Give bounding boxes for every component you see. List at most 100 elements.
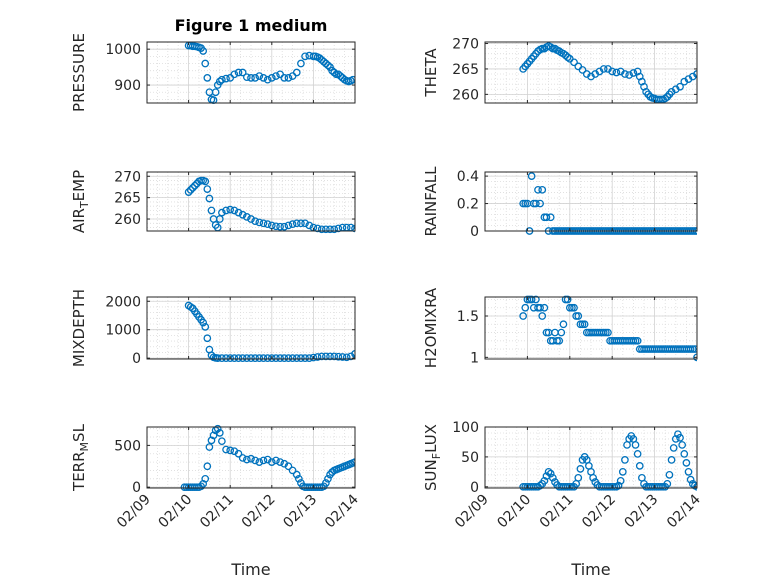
axes-box <box>484 426 698 489</box>
data-point <box>546 213 555 222</box>
data-point <box>676 433 684 442</box>
data-point <box>680 450 689 458</box>
data-point <box>251 74 260 82</box>
y-tick-label: 265 <box>114 191 141 207</box>
data-point <box>247 354 255 362</box>
data-point <box>614 481 623 490</box>
data-point <box>301 52 309 61</box>
data-point <box>305 221 314 230</box>
data-point <box>292 354 301 362</box>
data-point <box>534 185 542 194</box>
data-point <box>538 185 547 194</box>
data-point <box>230 354 239 362</box>
data-point <box>203 74 212 82</box>
data-point <box>238 68 247 77</box>
data-point <box>616 476 625 485</box>
y-tick-label: 900 <box>114 78 141 94</box>
data-point <box>263 75 272 84</box>
axes-box <box>146 171 356 232</box>
data-point <box>276 354 284 362</box>
data-point <box>284 74 293 82</box>
y-tick-label: 0 <box>132 351 141 367</box>
data-point <box>199 318 208 327</box>
data-point <box>259 354 268 362</box>
data-point <box>305 354 314 362</box>
data-point <box>557 328 566 337</box>
y-tick-label: 270 <box>114 169 141 185</box>
data-point <box>247 454 255 463</box>
x-tick-label: 02/10 <box>156 492 196 532</box>
data-point <box>234 208 243 217</box>
data-point <box>313 224 322 233</box>
data-point <box>532 199 540 208</box>
series-markers <box>184 176 355 234</box>
data-point <box>678 441 687 449</box>
data-point <box>280 74 289 82</box>
data-point <box>599 65 608 73</box>
data-point <box>230 70 239 79</box>
y-axis-label-part: SL <box>70 423 88 442</box>
y-axis-label-part: SUN <box>422 459 440 491</box>
data-point <box>294 474 303 483</box>
data-point <box>201 474 210 483</box>
y-axis-label-part: LUX <box>422 424 440 453</box>
subplot-sun-flux: 0 50 100 SUNFLUX 02/09 02/10 02/11 02/12 02/13 02… <box>422 420 704 579</box>
data-point <box>669 444 678 452</box>
data-point <box>288 220 297 229</box>
data-point <box>330 225 339 234</box>
axes-box <box>484 41 698 104</box>
data-point <box>234 449 243 458</box>
data-point <box>297 59 305 68</box>
data-point <box>272 222 280 231</box>
data-point <box>263 354 272 362</box>
y-axis-label: SUNFLUX <box>422 424 443 491</box>
data-point <box>635 462 644 470</box>
y-axis-label: AIRTEMP <box>70 170 91 233</box>
x-axis-label: Time <box>570 560 610 579</box>
y-tick-label: 270 <box>452 37 479 53</box>
data-point <box>267 354 276 362</box>
data-point <box>324 474 332 483</box>
data-point <box>322 225 330 234</box>
series-markers <box>180 424 355 492</box>
data-point <box>536 481 544 490</box>
y-axis-label-part: EMP <box>70 170 88 201</box>
data-point <box>313 353 322 361</box>
x-tick-label: 02/13 <box>622 492 662 532</box>
data-point <box>226 446 235 455</box>
data-point <box>234 354 243 362</box>
data-point <box>292 470 301 479</box>
x-tick-label: 02/14 <box>664 491 704 531</box>
data-point <box>686 475 695 484</box>
y-axis-label-subscript: M <box>78 442 91 452</box>
data-point <box>251 217 260 226</box>
data-point <box>538 312 547 320</box>
y-axis-label: PRESSURE <box>70 33 88 112</box>
x-tick-label: 02/14 <box>322 491 362 531</box>
data-point <box>542 213 551 222</box>
data-point <box>570 58 578 67</box>
data-point <box>255 218 264 227</box>
data-point <box>222 206 230 215</box>
data-point <box>288 354 297 362</box>
x-tick-label: 02/12 <box>579 492 619 532</box>
data-point <box>342 353 351 362</box>
data-point <box>218 354 226 362</box>
x-tick-label: 02/10 <box>494 492 534 532</box>
data-point <box>334 224 343 233</box>
data-point <box>540 303 549 312</box>
y-tick-label: 0 <box>132 480 141 496</box>
y-axis-label-subscript: F <box>430 453 443 459</box>
data-point <box>272 72 280 80</box>
data-point <box>292 219 301 228</box>
data-point <box>280 354 289 362</box>
data-point <box>203 334 212 343</box>
data-point <box>621 70 629 78</box>
subplot-theta: 260 265 270 THETA <box>422 37 698 104</box>
y-tick-label: 260 <box>452 87 479 103</box>
y-tick-label: 0 <box>470 224 479 240</box>
x-tick-label: 02/09 <box>452 492 492 532</box>
data-point <box>288 466 297 475</box>
subplot-terr-msl: 0 500 TERRMSL 02/09 02/10 02/11 02/12 02/13 02/1… <box>70 423 362 579</box>
x-tick-label: 02/12 <box>239 492 279 532</box>
